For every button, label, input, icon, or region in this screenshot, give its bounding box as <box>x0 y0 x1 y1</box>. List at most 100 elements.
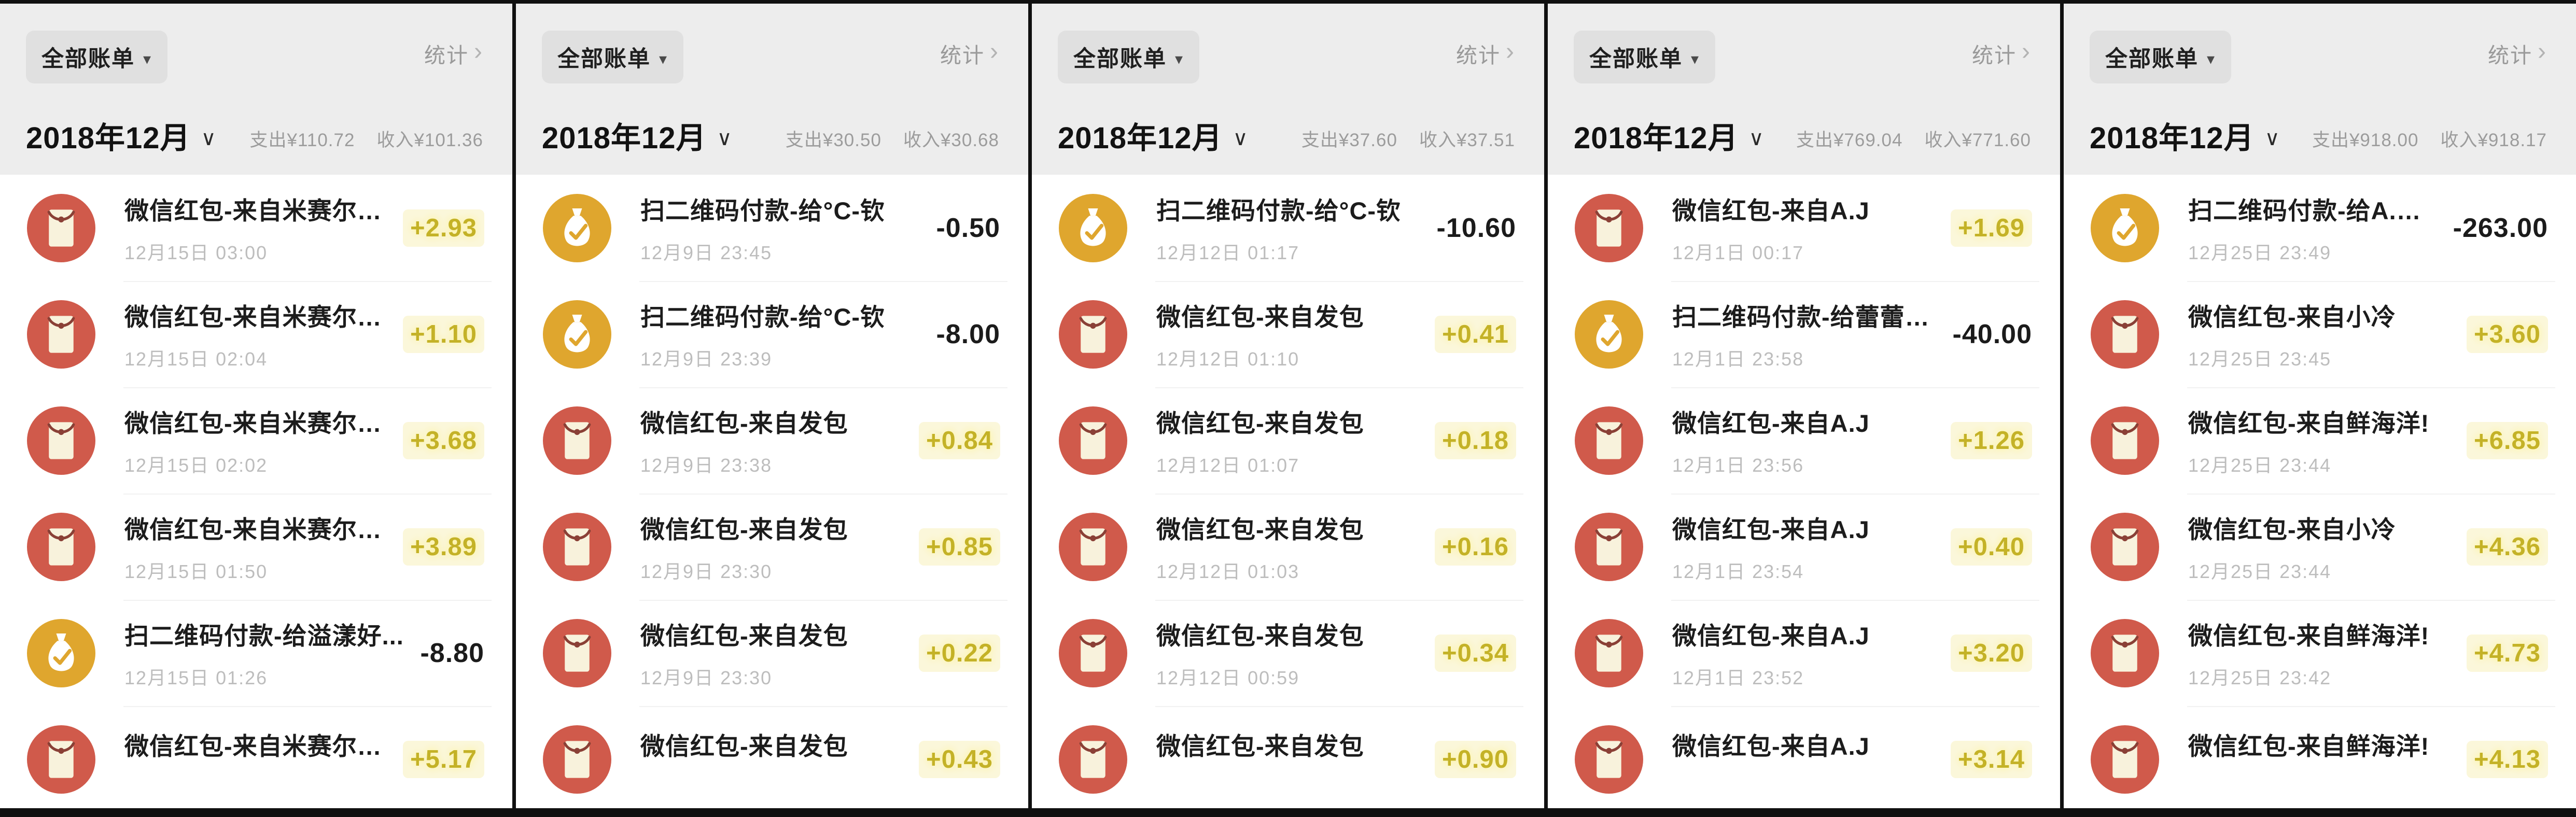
transaction-row[interactable]: 扫二维码付款-给°C-钦 12月9日 23:39 -8.00 <box>516 281 1028 387</box>
transaction-text: 微信红包-来自发包 <box>640 726 903 792</box>
transaction-row[interactable]: 微信红包-来自发包 12月12日 01:03 +0.16 <box>1032 494 1544 600</box>
money-bag-icon <box>48 633 74 671</box>
account-filter-dropdown[interactable]: 全部账单 ▾ <box>1058 31 1200 83</box>
red-envelope-icon <box>2111 634 2139 672</box>
transaction-avatar <box>2091 300 2159 369</box>
transaction-row[interactable]: 微信红包-来自A.J +3.14 <box>1548 706 2060 808</box>
month-selector[interactable]: 2018年12月 ∨ <box>26 114 217 157</box>
transaction-avatar <box>2091 406 2159 475</box>
transaction-row[interactable]: 微信红包-来自鲜海洋! 12月25日 23:42 +4.73 <box>2064 600 2576 706</box>
transaction-row[interactable]: 微信红包-来自发包 12月12日 01:07 +0.18 <box>1032 387 1544 494</box>
transaction-amount: +1.26 <box>1951 421 2032 459</box>
red-envelope-icon <box>1595 740 1623 778</box>
transaction-row[interactable]: 微信红包-来自发包 +0.90 <box>1032 706 1544 808</box>
transaction-text: 扫二维码付款-给溢漾好... 12月15日 01:26 <box>124 616 404 690</box>
transaction-text: 微信红包-来自米赛尔12-... 12月15日 02:02 <box>124 403 387 477</box>
transaction-row[interactable]: 微信红包-来自A.J 12月1日 00:17 +1.69 <box>1548 175 2060 281</box>
transaction-row[interactable]: 微信红包-来自发包 12月12日 00:59 +0.34 <box>1032 600 1544 706</box>
month-totals: 支出¥918.00 收入¥918.17 <box>2312 125 2547 157</box>
transaction-date: 12月25日 23:45 <box>2188 348 2332 370</box>
transaction-title: 微信红包-来自米赛尔12-... <box>124 197 388 224</box>
transaction-row[interactable]: 微信红包-来自鲜海洋! +4.13 <box>2064 706 2576 808</box>
red-envelope-icon <box>1079 634 1107 672</box>
month-selector[interactable]: 2018年12月 ∨ <box>1058 114 1249 157</box>
transaction-row[interactable]: 微信红包-来自A.J 12月1日 23:52 +3.20 <box>1548 600 2060 706</box>
transaction-date: 12月1日 23:52 <box>1672 667 1804 688</box>
transaction-row[interactable]: 扫二维码付款-给°C-钦 12月12日 01:17 -10.60 <box>1032 175 1544 281</box>
transaction-amount: +1.69 <box>1951 209 2032 247</box>
red-envelope-icon <box>2111 315 2139 353</box>
transaction-avatar <box>2091 193 2159 262</box>
transaction-text: 微信红包-来自小冷 12月25日 23:45 <box>2188 297 2451 371</box>
statistics-link[interactable]: 统计 › <box>1456 31 1515 69</box>
transaction-title: 微信红包-来自发包 <box>1156 516 1364 543</box>
statistics-link[interactable]: 统计 › <box>940 31 999 69</box>
expense-total: 支出¥30.50 <box>785 130 881 150</box>
transaction-title: 微信红包-来自发包 <box>1156 622 1364 650</box>
transaction-row[interactable]: 微信红包-来自发包 12月12日 01:10 +0.41 <box>1032 281 1544 387</box>
transaction-title: 微信红包-来自鲜海洋! <box>2188 622 2430 650</box>
transaction-row[interactable]: 微信红包-来自米赛尔12-... 12月15日 02:04 +1.10 <box>0 281 512 387</box>
transaction-title: 微信红包-来自米赛尔12-... <box>124 733 388 760</box>
transaction-amount: +6.85 <box>2467 421 2548 459</box>
transaction-row[interactable]: 微信红包-来自发包 +0.43 <box>516 706 1028 808</box>
red-envelope-icon <box>47 315 75 353</box>
transaction-row[interactable]: 扫二维码付款-给°C-钦 12月9日 23:45 -0.50 <box>516 175 1028 281</box>
transaction-amount: +0.40 <box>1951 528 2032 566</box>
transaction-amount: +0.34 <box>1435 634 1516 672</box>
transaction-row[interactable]: 扫二维码付款-给溢漾好... 12月15日 01:26 -8.80 <box>0 600 512 706</box>
transaction-row[interactable]: 微信红包-来自A.J 12月1日 23:56 +1.26 <box>1548 387 2060 494</box>
transaction-row[interactable]: 微信红包-来自米赛尔12-... 12月15日 02:02 +3.68 <box>0 387 512 494</box>
month-totals: 支出¥769.04 收入¥771.60 <box>1796 125 2031 157</box>
transaction-text: 微信红包-来自A.J <box>1672 726 1935 792</box>
transaction-row[interactable]: 微信红包-来自米赛尔12-... 12月15日 01:50 +3.89 <box>0 494 512 600</box>
transaction-row[interactable]: 微信红包-来自A.J 12月1日 23:54 +0.40 <box>1548 494 2060 600</box>
account-filter-dropdown[interactable]: 全部账单 ▾ <box>2090 31 2232 83</box>
transaction-row[interactable]: 微信红包-来自小冷 12月25日 23:45 +3.60 <box>2064 281 2576 387</box>
caret-down-icon: ▾ <box>143 50 152 68</box>
month-selector[interactable]: 2018年12月 ∨ <box>1574 114 1765 157</box>
transaction-row[interactable]: 扫二维码付款-给蕾蕾的... 12月1日 23:58 -40.00 <box>1548 281 2060 387</box>
transaction-text: 微信红包-来自发包 12月9日 23:38 <box>640 403 903 477</box>
statistics-link[interactable]: 统计 › <box>424 31 483 69</box>
transaction-row[interactable]: 微信红包-来自发包 12月9日 23:30 +0.85 <box>516 494 1028 600</box>
chevron-right-icon: › <box>2538 38 2547 65</box>
transaction-text: 扫二维码付款-给°C-钦 12月9日 23:39 <box>640 297 920 371</box>
month-selector[interactable]: 2018年12月 ∨ <box>542 114 733 157</box>
transaction-row[interactable]: 微信红包-来自米赛尔12-... 12月15日 03:00 +2.93 <box>0 175 512 281</box>
transaction-title: 微信红包-来自A.J <box>1672 410 1870 437</box>
transaction-avatar <box>27 512 95 581</box>
transaction-amount: +0.22 <box>919 634 1000 672</box>
chevron-down-icon: ∨ <box>2264 127 2280 150</box>
chevron-right-icon: › <box>474 38 483 65</box>
transaction-avatar <box>543 193 611 262</box>
income-total: 收入¥37.51 <box>1419 130 1515 150</box>
account-filter-dropdown[interactable]: 全部账单 ▾ <box>26 31 168 83</box>
caret-down-icon: ▾ <box>1175 50 1184 68</box>
statistics-link[interactable]: 统计 › <box>1972 31 2031 69</box>
transaction-list: 扫二维码付款-给°C-钦 12月12日 01:17 -10.60 微信红包-来自… <box>1032 175 1544 808</box>
month-selector[interactable]: 2018年12月 ∨ <box>2090 114 2280 157</box>
transaction-amount: -40.00 <box>1952 319 2032 349</box>
transaction-row[interactable]: 微信红包-来自米赛尔12-... +5.17 <box>0 706 512 808</box>
transaction-row[interactable]: 微信红包-来自小冷 12月25日 23:44 +4.36 <box>2064 494 2576 600</box>
transaction-date: 12月12日 01:03 <box>1156 561 1300 582</box>
account-filter-dropdown[interactable]: 全部账单 ▾ <box>542 31 684 83</box>
transaction-amount: +0.18 <box>1435 421 1516 459</box>
transaction-row[interactable]: 微信红包-来自发包 12月9日 23:38 +0.84 <box>516 387 1028 494</box>
transaction-amount: +3.60 <box>2467 315 2548 353</box>
red-envelope-icon <box>1595 528 1623 566</box>
transaction-row[interactable]: 微信红包-来自发包 12月9日 23:30 +0.22 <box>516 600 1028 706</box>
chevron-right-icon: › <box>990 38 999 65</box>
account-filter-dropdown[interactable]: 全部账单 ▾ <box>1574 31 1716 83</box>
transaction-text: 微信红包-来自米赛尔12-... <box>124 726 387 792</box>
transaction-row[interactable]: 微信红包-来自鲜海洋! 12月25日 23:44 +6.85 <box>2064 387 2576 494</box>
bill-header: 全部账单 ▾ 统计 › 2018年12月 ∨ 支出¥37.60 收入¥37.51 <box>1032 4 1544 175</box>
transaction-text: 微信红包-来自发包 12月12日 00:59 <box>1156 616 1419 690</box>
statistics-link[interactable]: 统计 › <box>2488 31 2547 69</box>
month-row: 2018年12月 ∨ 支出¥769.04 收入¥771.60 <box>1574 114 2031 157</box>
transaction-row[interactable]: 扫二维码付款-给A.🐒... 12月25日 23:49 -263.00 <box>2064 175 2576 281</box>
income-total: 收入¥30.68 <box>903 130 999 150</box>
red-envelope-icon <box>47 421 75 459</box>
transaction-text: 微信红包-来自发包 12月12日 01:07 <box>1156 403 1419 477</box>
